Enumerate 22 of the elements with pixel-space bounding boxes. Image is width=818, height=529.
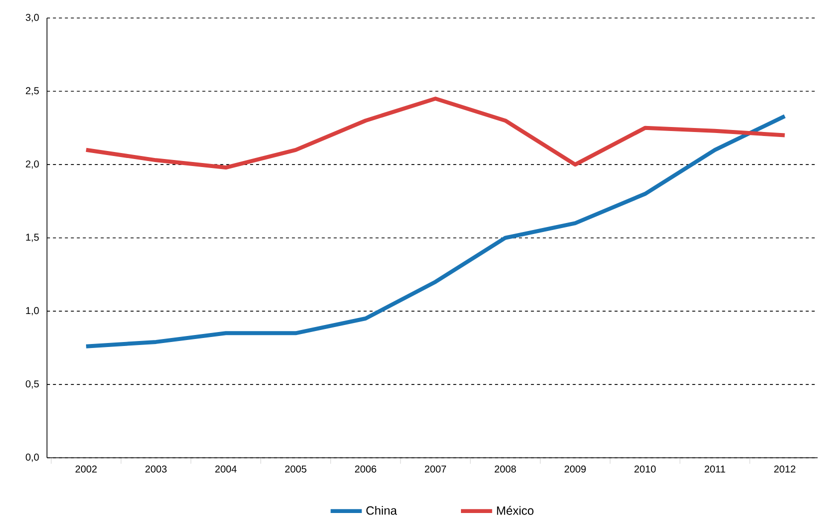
y-tick-label: 2,5 [26,87,39,96]
line-series [84,96,787,170]
y-tick-label: 0,5 [26,380,39,389]
x-tick-label: 2003 [145,466,167,473]
x-tick-label: 2005 [285,466,306,473]
y-tick-label: 0,0 [26,454,39,462]
x-tick-label: 2008 [494,466,516,473]
x-tick-label: 2002 [76,466,97,473]
x-tick-label: 2011 [704,466,726,473]
x-tick-label: 2012 [774,466,796,473]
y-tick-label: 3,0 [26,14,39,22]
x-tick-label: 2007 [424,466,446,473]
legend-label: México [497,506,534,515]
y-tick-label: 1,0 [26,307,39,316]
legend-label: China [366,506,397,515]
x-tick-label: 2004 [215,466,237,473]
y-tick-label: 1,5 [26,234,39,242]
line-series [84,114,787,348]
y-tick-label: 2,0 [26,160,39,169]
x-tick-label: 2009 [564,466,586,473]
x-tick-label: 2010 [634,466,656,473]
x-tick-label: 2006 [354,466,376,473]
